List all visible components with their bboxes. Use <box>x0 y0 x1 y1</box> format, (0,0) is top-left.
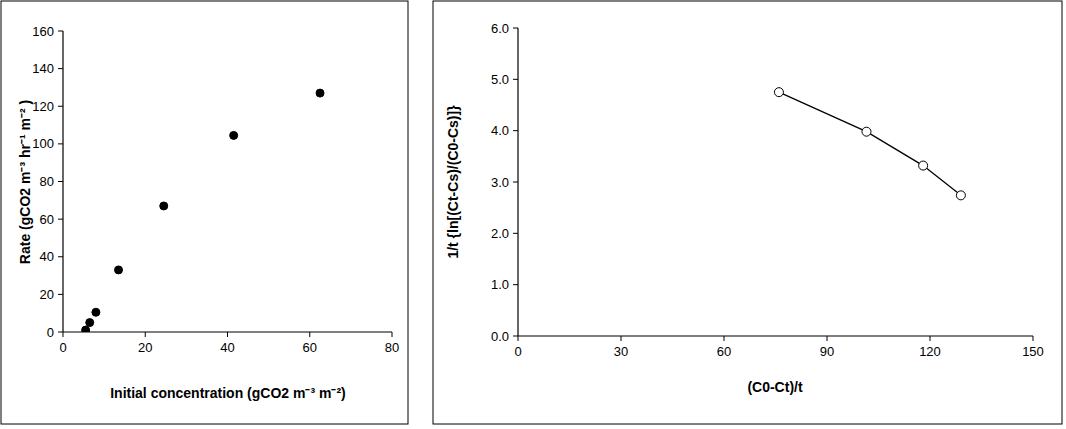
figure: 0 20 40 60 80 0 20 40 60 80 100 120 140 160 Initial co… <box>0 0 1066 429</box>
x-tick <box>63 332 64 337</box>
y-axis-label: 1/t {ln[(Ct-Cs)/(C0-Cs)]} <box>445 105 461 259</box>
y-tick-label: 60 <box>40 212 54 227</box>
x-tick <box>309 332 310 337</box>
x-tick <box>621 336 622 341</box>
y-tick <box>58 106 63 107</box>
chart: 0 30 60 90 120 150 0.0 1.0 2.0 3.0 4.0 5.0 6.0 (C0-Ct… <box>433 1 1062 424</box>
point <box>115 266 123 274</box>
x-axis-label: (C0-Ct)/t <box>747 379 803 395</box>
x-tick <box>392 332 393 337</box>
y-tick <box>58 294 63 295</box>
x-tick <box>724 336 725 341</box>
chart-frame <box>433 1 1062 424</box>
y-tick <box>513 284 518 285</box>
x-tick <box>145 332 146 337</box>
x-axis-label: Initial concentration (gCO2 m⁻³ m⁻²) <box>110 385 346 401</box>
x-tick-label: 120 <box>919 344 941 359</box>
x-tick-label: 60 <box>303 340 317 355</box>
y-tick <box>513 28 518 29</box>
y-tick-label: 0.0 <box>491 329 509 344</box>
point <box>774 88 783 97</box>
point <box>160 202 168 210</box>
y-tick-label: 3.0 <box>491 175 509 190</box>
y-tick-label: 5.0 <box>491 72 509 87</box>
y-tick-label: 2.0 <box>491 226 509 241</box>
y-tick-label: 20 <box>40 287 54 302</box>
y-tick <box>58 181 63 182</box>
x-tick-label: 30 <box>614 344 628 359</box>
y-tick <box>58 219 63 220</box>
point <box>86 319 94 327</box>
y-tick <box>58 143 63 144</box>
y-tick <box>513 233 518 234</box>
x-tick-label: 60 <box>717 344 731 359</box>
y-tick <box>513 130 518 131</box>
point <box>82 326 90 332</box>
x-tick-label: 40 <box>220 340 234 355</box>
y-tick-label: 80 <box>40 174 54 189</box>
x-tick-label: 80 <box>385 340 399 355</box>
y-tick <box>58 256 63 257</box>
y-tick-label: 160 <box>32 24 54 39</box>
chart-frame <box>1 1 408 424</box>
x-tick-label: 0 <box>59 340 66 355</box>
y-tick-label: 120 <box>32 99 54 114</box>
x-tick <box>930 336 931 341</box>
x-tick <box>1033 336 1034 341</box>
y-tick <box>513 182 518 183</box>
x-tick-label: 20 <box>138 340 152 355</box>
point <box>316 89 324 97</box>
chart: 0 20 40 60 80 0 20 40 60 80 100 120 140 160 Initial co… <box>1 1 408 424</box>
point <box>919 161 928 170</box>
point <box>230 131 238 139</box>
line <box>779 92 961 195</box>
y-tick-label: 100 <box>32 136 54 151</box>
x-tick-label: 90 <box>820 344 834 359</box>
point <box>862 127 871 136</box>
y-tick-label: 0 <box>47 325 54 340</box>
y-axis-label: Rate (gCO2 m⁻³ hr⁻¹ m⁻² ) <box>17 100 33 264</box>
plot-marks <box>82 89 324 332</box>
y-tick-label: 4.0 <box>491 123 509 138</box>
point <box>956 191 965 200</box>
y-tick <box>513 336 518 337</box>
x-tick-label: 150 <box>1022 344 1044 359</box>
x-tick <box>227 332 228 337</box>
y-tick <box>58 68 63 69</box>
y-tick-label: 140 <box>32 61 54 76</box>
plot-marks <box>774 88 965 200</box>
y-tick <box>58 332 63 333</box>
y-tick <box>58 31 63 32</box>
point <box>92 308 100 316</box>
x-tick-label: 0 <box>514 344 521 359</box>
x-tick <box>518 336 519 341</box>
y-tick-label: 40 <box>40 249 54 264</box>
y-tick-label: 1.0 <box>491 277 509 292</box>
y-tick <box>513 79 518 80</box>
y-tick-label: 6.0 <box>491 21 509 36</box>
x-axis <box>518 335 1033 336</box>
x-tick <box>827 336 828 341</box>
